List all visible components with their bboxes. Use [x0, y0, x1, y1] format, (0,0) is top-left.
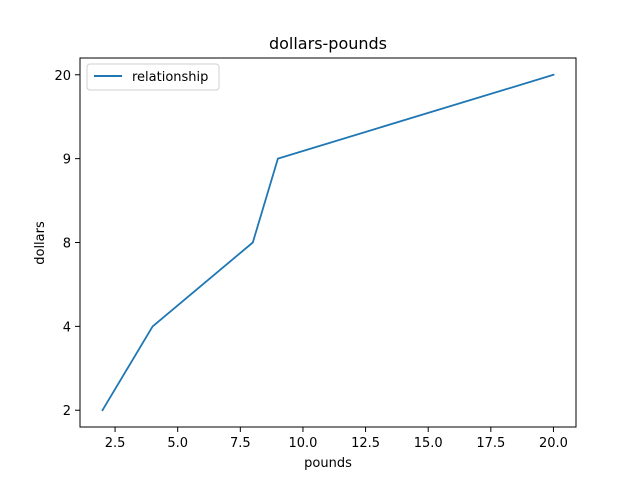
y-axis-label: dollars	[33, 221, 48, 265]
x-tick-label: 20.0	[539, 436, 568, 451]
x-axis-ticks: 2.5 5.0 7.5 10.0 12.5 15.0 17.5 20.0	[105, 427, 568, 451]
y-axis-ticks: 2 4 8 9 20	[54, 69, 80, 419]
legend: relationship	[86, 63, 220, 91]
y-tick-label: 20	[54, 69, 71, 84]
y-tick-label: 2	[63, 404, 71, 419]
chart-title: dollars-pounds	[269, 34, 387, 53]
y-tick-label: 8	[63, 237, 71, 252]
x-tick-label: 15.0	[414, 436, 443, 451]
x-tick-label: 17.5	[476, 436, 505, 451]
series-layer	[101, 73, 555, 412]
y-tick-label: 9	[63, 153, 71, 168]
x-tick-label: 10.0	[288, 436, 317, 451]
series-line-relationship	[101, 73, 555, 412]
x-tick-label: 12.5	[351, 436, 380, 451]
x-axis-label: pounds	[304, 456, 352, 471]
legend-box	[86, 63, 220, 91]
y-tick-label: 4	[63, 320, 71, 335]
x-tick-label: 2.5	[105, 436, 126, 451]
legend-label: relationship	[132, 70, 208, 85]
x-tick-label: 5.0	[167, 436, 188, 451]
x-tick-label: 7.5	[230, 436, 251, 451]
